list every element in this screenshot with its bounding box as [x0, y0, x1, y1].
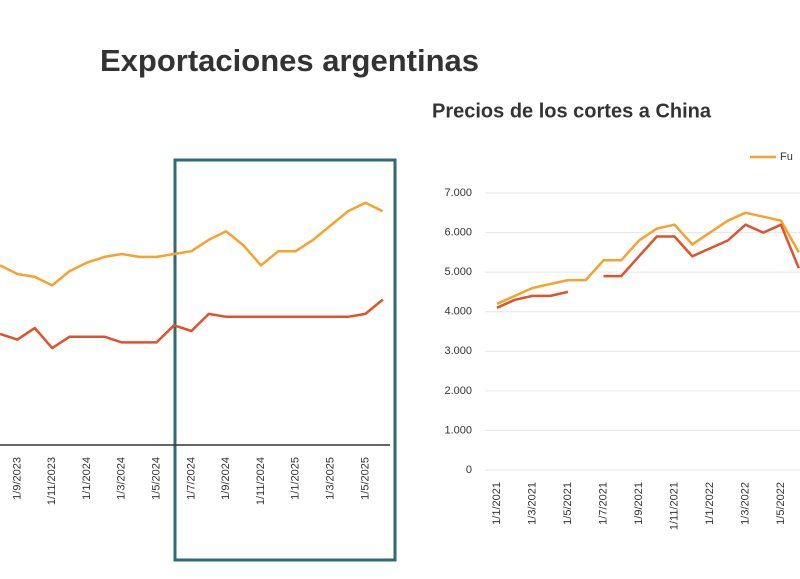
y-tick-label: 1.000: [444, 424, 472, 436]
y-tick-label: 0: [466, 464, 472, 476]
y-tick-label: 3.000: [444, 345, 472, 357]
x-tick-label: 1/11/2023: [46, 457, 58, 505]
page-title: Exportaciones argentinas: [100, 43, 479, 78]
series-line: [496, 223, 800, 309]
x-tick-label: 1/11/2024: [255, 457, 267, 505]
highlight-box: [173, 158, 397, 562]
x-tick-label: 1/3/2022: [739, 482, 751, 525]
series-line: [496, 211, 800, 305]
x-tick-label: 1/1/2024: [81, 457, 93, 500]
x-tick-label: 1/1/2022: [704, 482, 716, 525]
y-tick-label: 7.000: [444, 187, 472, 199]
x-tick-label: 1/7/2024: [185, 457, 197, 500]
x-tick-label: 1/3/2025: [325, 457, 337, 500]
chart-title: Precios de los cortes a China: [432, 100, 712, 122]
x-tick-label: 1/5/2021: [562, 482, 574, 525]
x-tick-label: 1/9/2024: [220, 457, 232, 500]
x-tick-label: 1/9/2023: [11, 457, 23, 500]
legend-label: Fu: [780, 151, 793, 163]
y-tick-label: 5.000: [444, 266, 472, 278]
x-tick-label: 1/5/2024: [151, 457, 163, 500]
y-tick-label: 6.000: [444, 226, 472, 238]
y-tick-label: 2.000: [444, 385, 472, 397]
series-line: [0, 298, 384, 350]
x-tick-label: 1/5/2025: [359, 457, 371, 500]
x-tick-label: 1/1/2025: [290, 457, 302, 500]
x-tick-label: 1/3/2024: [116, 457, 128, 500]
x-tick-label: 1/9/2021: [633, 482, 645, 525]
x-tick-label: 1/3/2021: [526, 482, 538, 525]
x-tick-label: 1/1/2021: [491, 482, 503, 525]
x-tick-label: 1/11/2021: [668, 482, 680, 530]
x-tick-label: 1/7/2021: [597, 482, 609, 525]
x-tick-label: 1/5/2022: [775, 482, 787, 525]
series-line: [0, 201, 384, 287]
y-tick-label: 4.000: [444, 306, 472, 318]
